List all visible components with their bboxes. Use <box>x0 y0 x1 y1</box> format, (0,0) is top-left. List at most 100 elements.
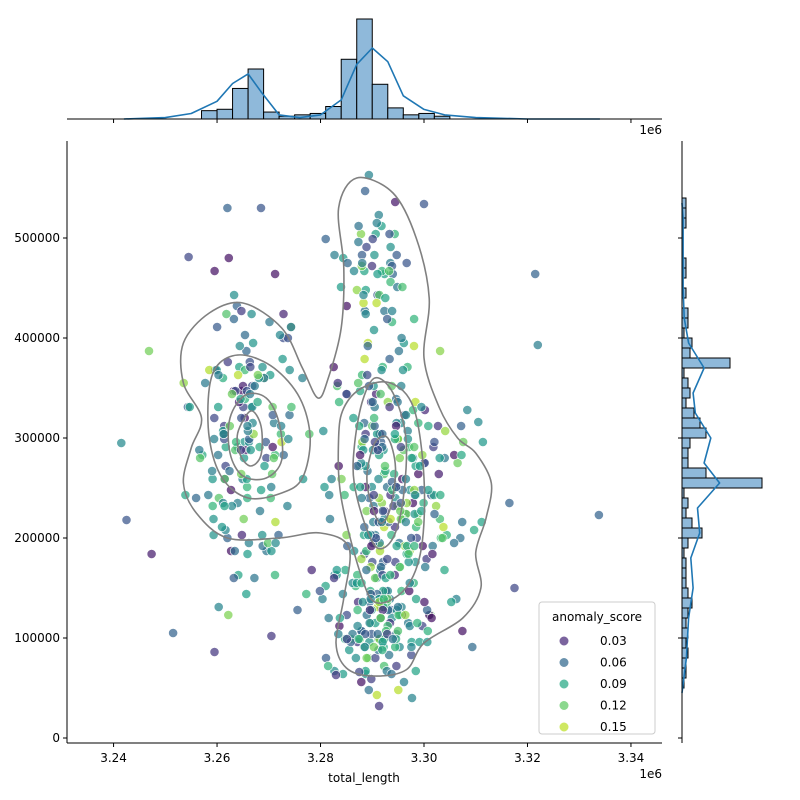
scatter-point <box>331 670 341 680</box>
x-tick-label: 3.32 <box>514 751 541 765</box>
scatter-point <box>409 442 420 452</box>
scatter-point <box>372 629 383 639</box>
scatter-point <box>352 621 363 631</box>
scatter-point <box>435 490 446 500</box>
scatter-point <box>144 346 154 356</box>
scatter-point <box>376 562 386 572</box>
scatter-point <box>389 469 399 479</box>
scatter-point <box>382 554 393 564</box>
scatter-point <box>402 434 413 444</box>
scatter-point <box>238 514 249 524</box>
scatter-point <box>203 490 214 500</box>
scatter-point <box>384 229 395 239</box>
scatter-point <box>323 661 333 671</box>
scatter-point <box>318 426 329 436</box>
scatter-point <box>323 613 334 623</box>
scatter-point <box>467 642 478 652</box>
scatter-point <box>284 410 295 420</box>
scatter-point <box>249 573 260 583</box>
legend-marker <box>558 678 570 690</box>
scatter-point <box>398 365 408 375</box>
top-hist-bar <box>371 83 389 120</box>
kde-contour-line <box>236 410 264 467</box>
x-tick-label: 3.30 <box>411 751 438 765</box>
scatter-point <box>270 570 280 580</box>
right-hist-bar <box>681 497 689 509</box>
scatter-point <box>218 429 229 439</box>
scatter-point <box>219 474 230 484</box>
right-hist-bar <box>681 377 689 389</box>
right-hist-bar <box>681 457 689 469</box>
scatter-point <box>229 290 239 300</box>
legend-marker <box>558 700 570 711</box>
scatter-point <box>256 485 266 495</box>
scatter-point <box>353 237 364 247</box>
scatter-point <box>414 461 425 471</box>
kde-contour-line <box>352 376 408 550</box>
scatter-point <box>389 429 400 439</box>
scatter-point <box>224 466 235 476</box>
scatter-point <box>209 266 220 276</box>
scatter-point <box>438 522 449 532</box>
scatter-point <box>286 322 296 332</box>
scatter-point <box>209 413 220 423</box>
scatter-point <box>429 437 440 447</box>
scatter-point <box>359 642 370 652</box>
scatter-point <box>324 490 335 500</box>
scatter-point <box>349 266 359 276</box>
scatter-point <box>248 338 258 348</box>
scatter-point <box>427 549 438 559</box>
scatter-point <box>217 522 227 532</box>
scatter-point <box>245 445 256 455</box>
scatter-point <box>320 234 331 244</box>
right-hist-bar <box>681 357 731 369</box>
scatter-point <box>439 565 450 575</box>
scatter-point <box>270 538 281 548</box>
scatter-point <box>355 450 365 460</box>
kde-contour-line <box>337 380 426 605</box>
scatter-point <box>380 461 390 471</box>
scatter-point <box>292 605 303 615</box>
scatter-point <box>121 515 132 525</box>
scatter-point <box>374 701 384 711</box>
scatter-point <box>420 562 431 572</box>
scatter-point <box>358 290 369 300</box>
scatter-point <box>319 482 330 492</box>
top-hist-bar <box>216 108 234 120</box>
y-tick-label: 200000 <box>14 531 60 545</box>
scatter-point <box>183 252 194 262</box>
scatter-point <box>228 314 239 324</box>
scatter-point <box>360 186 370 196</box>
scatter-point <box>431 501 441 511</box>
scatter-point <box>278 309 289 319</box>
scatter-point <box>362 370 373 380</box>
y-tick-label: 300000 <box>14 431 60 445</box>
scatter-point <box>423 485 434 495</box>
scatter-point <box>257 362 268 372</box>
scatter-point <box>407 693 417 703</box>
scatter-point <box>240 330 250 340</box>
scatter-point <box>393 602 403 612</box>
legend-label: 0.06 <box>600 656 627 670</box>
scatter-point <box>359 434 370 444</box>
scatter-point <box>356 677 367 687</box>
scatter-point <box>396 333 407 343</box>
scatter-point <box>391 541 402 551</box>
top-hist-bar <box>201 110 218 120</box>
scatter-point <box>208 530 219 540</box>
scatter-point <box>275 330 285 340</box>
scatter-point <box>252 397 263 407</box>
scatter-point <box>409 341 419 351</box>
scatter-point <box>410 490 420 500</box>
scatter-point <box>384 650 394 660</box>
scatter-point <box>278 450 289 460</box>
scatter-point <box>356 554 367 564</box>
scatter-point <box>326 474 337 484</box>
top-marginal-histogram <box>123 18 600 120</box>
scatter-point <box>357 258 368 268</box>
x-offset-label-top: 1e6 <box>639 123 662 137</box>
right-hist-bar <box>681 417 701 429</box>
legend-title: anomaly_score <box>552 610 642 624</box>
scatter-point <box>387 306 397 316</box>
